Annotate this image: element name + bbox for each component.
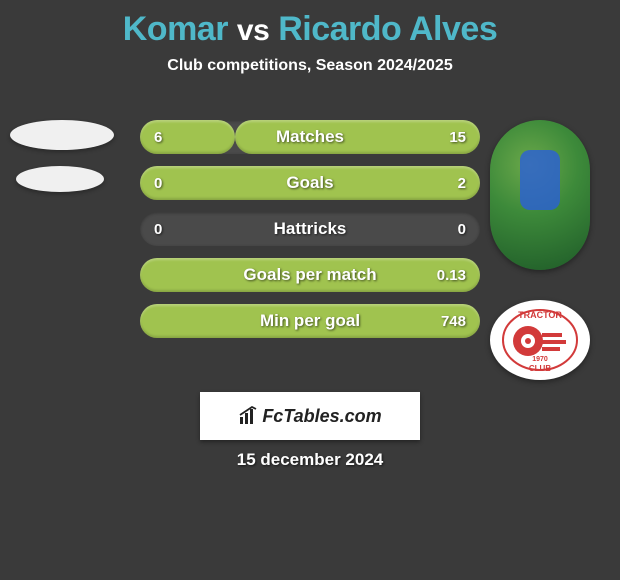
stat-row: 0.13Goals per match bbox=[140, 258, 480, 292]
player2-panel: TRACTOR CLUB 1970 bbox=[490, 120, 600, 380]
player2-name: Ricardo Alves bbox=[278, 10, 497, 48]
comparison-date: 15 december 2024 bbox=[0, 450, 620, 470]
stat-row: 615Matches bbox=[140, 120, 480, 154]
stat-label: Goals per match bbox=[140, 258, 480, 292]
badge-top-text: TRACTOR bbox=[518, 310, 562, 320]
stats-container: 615Matches 02Goals 00Hattricks 0.13Goals pe… bbox=[140, 120, 480, 350]
stat-label: Min per goal bbox=[140, 304, 480, 338]
stat-row: 748Min per goal bbox=[140, 304, 480, 338]
stat-row: 02Goals bbox=[140, 166, 480, 200]
stat-label: Hattricks bbox=[140, 212, 480, 246]
player1-panel bbox=[10, 120, 110, 192]
branding-text: FcTables.com bbox=[262, 406, 381, 427]
badge-year: 1970 bbox=[532, 356, 548, 363]
stat-label: Matches bbox=[140, 120, 480, 154]
subtitle: Club competitions, Season 2024/2025 bbox=[0, 57, 620, 75]
branding-badge: FcTables.com bbox=[200, 392, 420, 440]
player1-name: Komar bbox=[123, 10, 228, 48]
player2-club-badge: TRACTOR CLUB 1970 bbox=[490, 300, 590, 380]
page-title: Komar vs Ricardo Alves bbox=[0, 0, 620, 49]
stat-row: 00Hattricks bbox=[140, 212, 480, 246]
vs-separator: vs bbox=[237, 14, 269, 47]
badge-bottom-text: CLUB bbox=[529, 364, 551, 373]
player1-avatar-placeholder bbox=[10, 120, 114, 150]
player1-club-placeholder bbox=[16, 166, 104, 192]
stat-label: Goals bbox=[140, 166, 480, 200]
player2-avatar bbox=[490, 120, 590, 270]
chart-icon bbox=[238, 406, 258, 426]
